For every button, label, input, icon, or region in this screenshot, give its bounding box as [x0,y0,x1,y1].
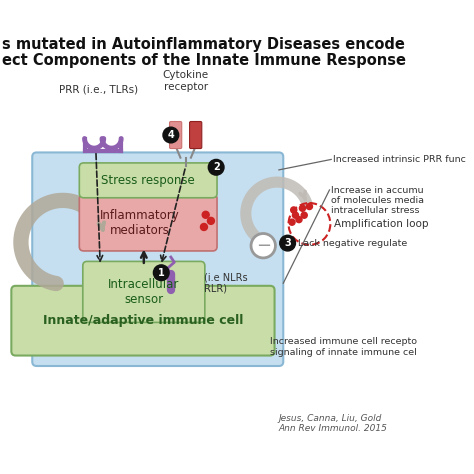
Text: 2: 2 [213,162,219,172]
Circle shape [289,219,295,225]
Text: (i.e NLRs
RLR): (i.e NLRs RLR) [204,273,247,294]
Circle shape [163,127,179,143]
Text: Lack negative regulate: Lack negative regulate [298,238,407,247]
Circle shape [154,265,169,281]
Text: Increased intrinsic PRR func: Increased intrinsic PRR func [333,155,466,164]
FancyBboxPatch shape [79,194,217,251]
Text: Amplification loop: Amplification loop [334,219,428,229]
Circle shape [291,207,297,213]
FancyBboxPatch shape [170,121,182,148]
Text: 4: 4 [167,130,174,140]
Text: Increase in accumu
of molecules media
intracellular stress: Increase in accumu of molecules media in… [331,186,424,215]
Circle shape [201,223,208,230]
Circle shape [300,205,306,211]
Text: ect Components of the Innate Immune Response: ect Components of the Innate Immune Resp… [2,53,406,68]
Circle shape [296,217,302,223]
Text: −: − [255,237,271,255]
Circle shape [202,211,209,218]
Circle shape [292,212,299,218]
Text: s mutated in Autoinflammatory Diseases encode: s mutated in Autoinflammatory Diseases e… [2,37,405,53]
FancyBboxPatch shape [190,121,202,148]
FancyBboxPatch shape [11,286,274,356]
FancyBboxPatch shape [83,261,205,322]
Text: Jesus, Canna, Liu, Gold
Ann Rev Immunol. 2015: Jesus, Canna, Liu, Gold Ann Rev Immunol.… [279,414,388,433]
Text: Intracellular
sensor: Intracellular sensor [108,278,180,306]
Circle shape [208,218,214,224]
Text: Cytokine
receptor: Cytokine receptor [163,70,209,92]
Text: 1: 1 [158,268,164,278]
Circle shape [306,203,312,210]
Circle shape [301,212,307,218]
Text: PRR (i.e., TLRs): PRR (i.e., TLRs) [59,85,138,95]
Circle shape [251,234,275,258]
Text: 3: 3 [284,238,291,248]
Circle shape [280,235,295,251]
FancyBboxPatch shape [32,153,283,366]
Text: Innate/adaptive immune cell: Innate/adaptive immune cell [43,314,243,327]
Text: Increased immune cell recepto
signaling of innate immune cel: Increased immune cell recepto signaling … [270,337,417,356]
Text: Inflammatory
mediators: Inflammatory mediators [100,209,179,237]
FancyBboxPatch shape [79,163,217,198]
Circle shape [208,159,224,175]
Text: Stress response: Stress response [101,174,195,187]
